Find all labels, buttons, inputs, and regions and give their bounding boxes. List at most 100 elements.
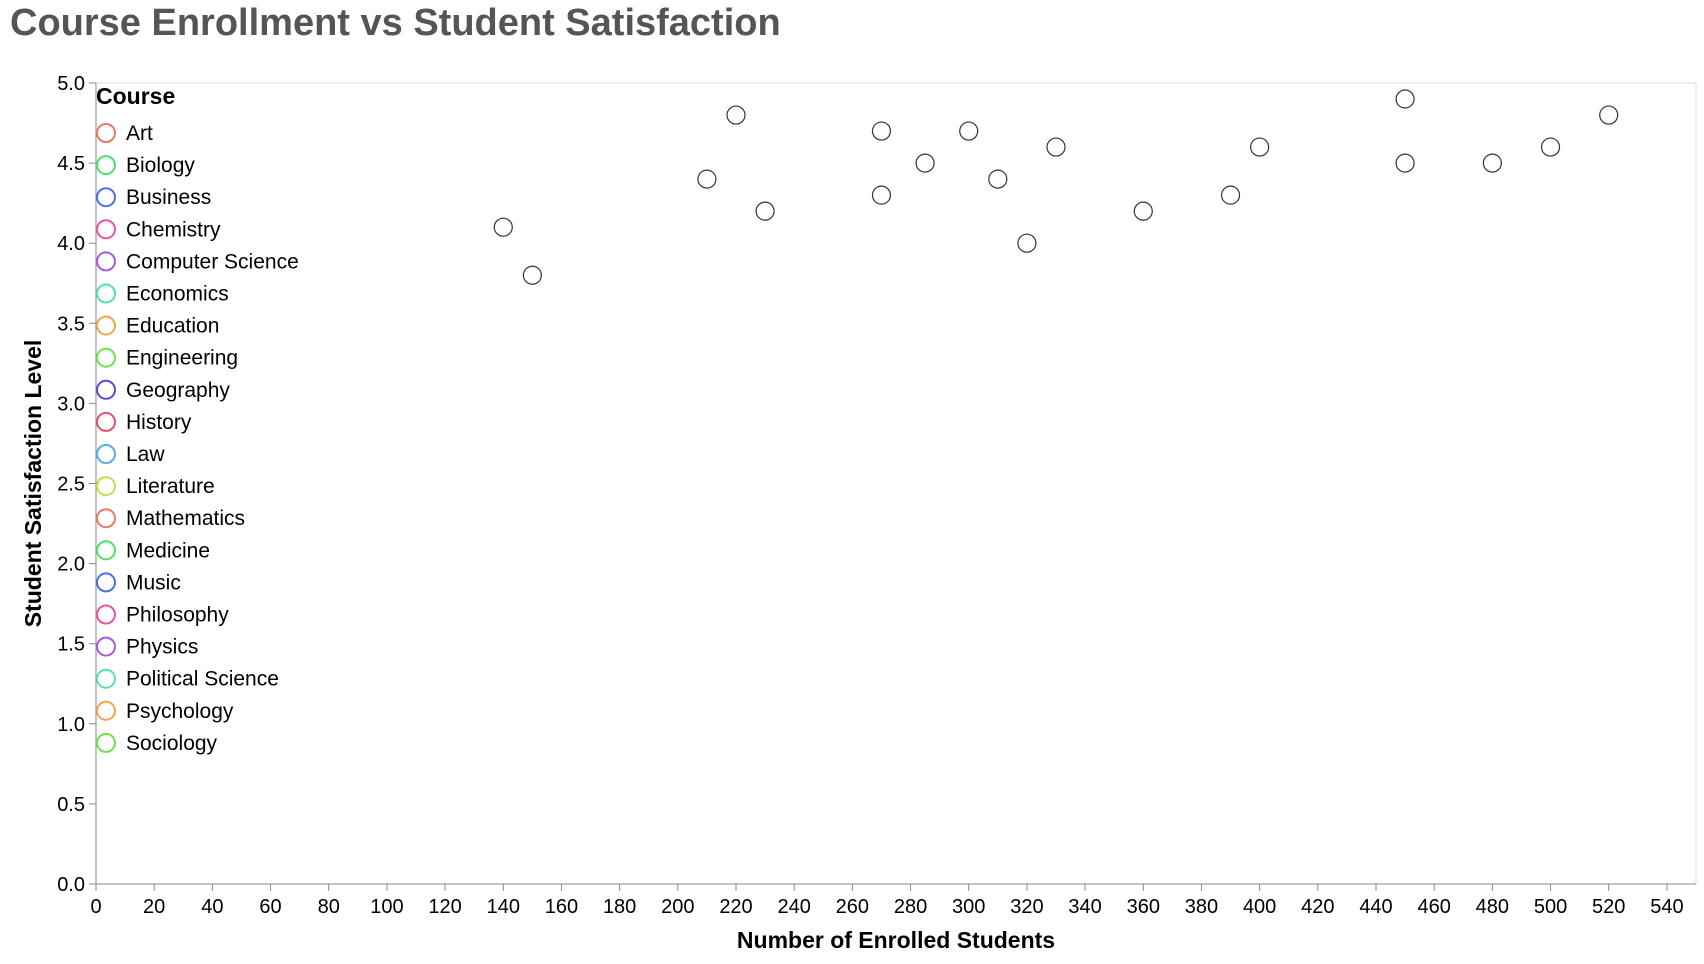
legend-label: Business <box>126 186 211 209</box>
data-point[interactable] <box>1482 153 1502 173</box>
legend: Course Art Biology Business Chemistry Compute… <box>96 83 299 755</box>
legend-symbol <box>96 315 116 336</box>
data-point[interactable] <box>1133 201 1153 221</box>
legend-item: Physics <box>96 636 198 659</box>
data-point[interactable] <box>988 169 1008 189</box>
legend-item: Chemistry <box>96 218 221 241</box>
y-axis-title: Student Satisfaction Level <box>20 340 46 628</box>
legend-label: Education <box>126 315 219 338</box>
legend-label: Philosophy <box>126 604 229 627</box>
y-tick-label: 4.5 <box>57 153 85 175</box>
legend-item: Engineering <box>96 347 238 370</box>
data-points <box>493 89 1619 285</box>
legend-item: Geography <box>96 379 230 402</box>
legend-label: Economics <box>126 283 229 306</box>
legend-symbol <box>96 700 116 721</box>
legend-symbol <box>96 187 116 208</box>
y-tick-label: 1.5 <box>57 634 85 656</box>
legend-item: Psychology <box>96 700 234 723</box>
x-tick-label: 380 <box>1185 896 1218 918</box>
x-tick-label: 540 <box>1650 896 1683 918</box>
legend-item: Political Science <box>96 668 279 691</box>
legend-symbol <box>96 444 116 464</box>
legend-label: Physics <box>126 636 198 659</box>
data-point[interactable] <box>755 201 775 221</box>
x-tick-label: 0 <box>90 896 101 918</box>
legend-item: Computer Science <box>96 250 299 273</box>
x-tick-label: 260 <box>836 896 869 918</box>
x-tick-label: 220 <box>719 896 752 918</box>
legend-label: Chemistry <box>126 218 221 241</box>
x-tick-label: 140 <box>487 896 520 918</box>
data-point[interactable] <box>1540 137 1561 157</box>
legend-symbol <box>96 668 116 689</box>
x-tick-label: 80 <box>318 896 340 918</box>
x-tick-label: 520 <box>1592 896 1625 918</box>
data-point[interactable] <box>697 169 717 189</box>
data-point[interactable] <box>522 265 542 285</box>
legend-label: Music <box>126 571 181 594</box>
data-point[interactable] <box>1250 137 1270 157</box>
legend-symbol <box>96 540 116 561</box>
legend-label: Art <box>126 122 153 145</box>
legend-item: Education <box>96 315 219 338</box>
data-point[interactable] <box>1395 89 1415 109</box>
x-tick-label: 60 <box>259 896 281 918</box>
chart-title: Course Enrollment vs Student Satisfactio… <box>10 2 781 44</box>
x-tick-label: 420 <box>1301 896 1334 918</box>
legend-item: Mathematics <box>96 507 245 530</box>
x-tick-label: 460 <box>1417 896 1450 918</box>
x-tick-label: 240 <box>777 896 810 918</box>
data-point[interactable] <box>915 153 935 173</box>
legend-label: Political Science <box>126 668 279 691</box>
data-point[interactable] <box>726 105 746 125</box>
legend-symbol <box>96 347 116 368</box>
legend-symbol <box>96 636 116 657</box>
legend-symbol <box>96 251 116 272</box>
y-tick-label: 3.0 <box>57 393 85 415</box>
legend-symbol <box>96 219 116 240</box>
y-tick-label: 2.0 <box>57 554 85 576</box>
legend-label: Biology <box>126 154 195 177</box>
axes: 0 20 40 60 80 100 120 140 160 180 200 220 240 260 280 3… <box>57 73 1697 918</box>
x-axis-title: Number of Enrolled Students <box>737 927 1055 953</box>
legend-label: Psychology <box>126 700 234 723</box>
x-tick-label: 360 <box>1127 896 1160 918</box>
legend-label: Law <box>126 443 165 466</box>
data-point[interactable] <box>1017 233 1037 253</box>
x-tick-label: 500 <box>1534 896 1567 918</box>
y-tick-label: 2.5 <box>57 474 85 496</box>
data-point[interactable] <box>493 217 513 237</box>
x-tick-label: 440 <box>1359 896 1392 918</box>
x-tick-label: 280 <box>894 896 927 918</box>
legend-symbol <box>96 604 116 625</box>
data-point[interactable] <box>1220 185 1241 205</box>
y-tick-label: 5.0 <box>57 73 85 95</box>
legend-label: Medicine <box>126 539 210 562</box>
legend-item: Philosophy <box>96 604 229 627</box>
legend-title: Course <box>96 83 175 109</box>
x-tick-label: 120 <box>428 896 461 918</box>
data-point[interactable] <box>1046 137 1066 157</box>
x-tick-label: 300 <box>952 896 985 918</box>
legend-symbol <box>96 155 116 176</box>
legend-item: Economics <box>96 283 229 306</box>
legend-symbol <box>96 411 116 432</box>
y-tick-label: 0.0 <box>57 874 85 896</box>
data-point[interactable] <box>959 121 979 141</box>
legend-item: Literature <box>96 475 215 498</box>
x-tick-label: 480 <box>1476 896 1509 918</box>
x-tick-label: 160 <box>545 896 578 918</box>
legend-label: History <box>126 411 192 434</box>
data-point[interactable] <box>871 185 892 205</box>
legend-label: Geography <box>126 379 230 402</box>
legend-item: Art <box>96 122 153 145</box>
data-point[interactable] <box>1599 105 1619 125</box>
x-tick-label: 200 <box>661 896 694 918</box>
x-tick-label: 40 <box>201 896 223 918</box>
legend-label: Sociology <box>126 732 218 755</box>
data-point[interactable] <box>1395 153 1415 173</box>
data-point[interactable] <box>871 121 892 141</box>
legend-item: Music <box>96 571 181 594</box>
legend-symbol <box>96 379 116 400</box>
